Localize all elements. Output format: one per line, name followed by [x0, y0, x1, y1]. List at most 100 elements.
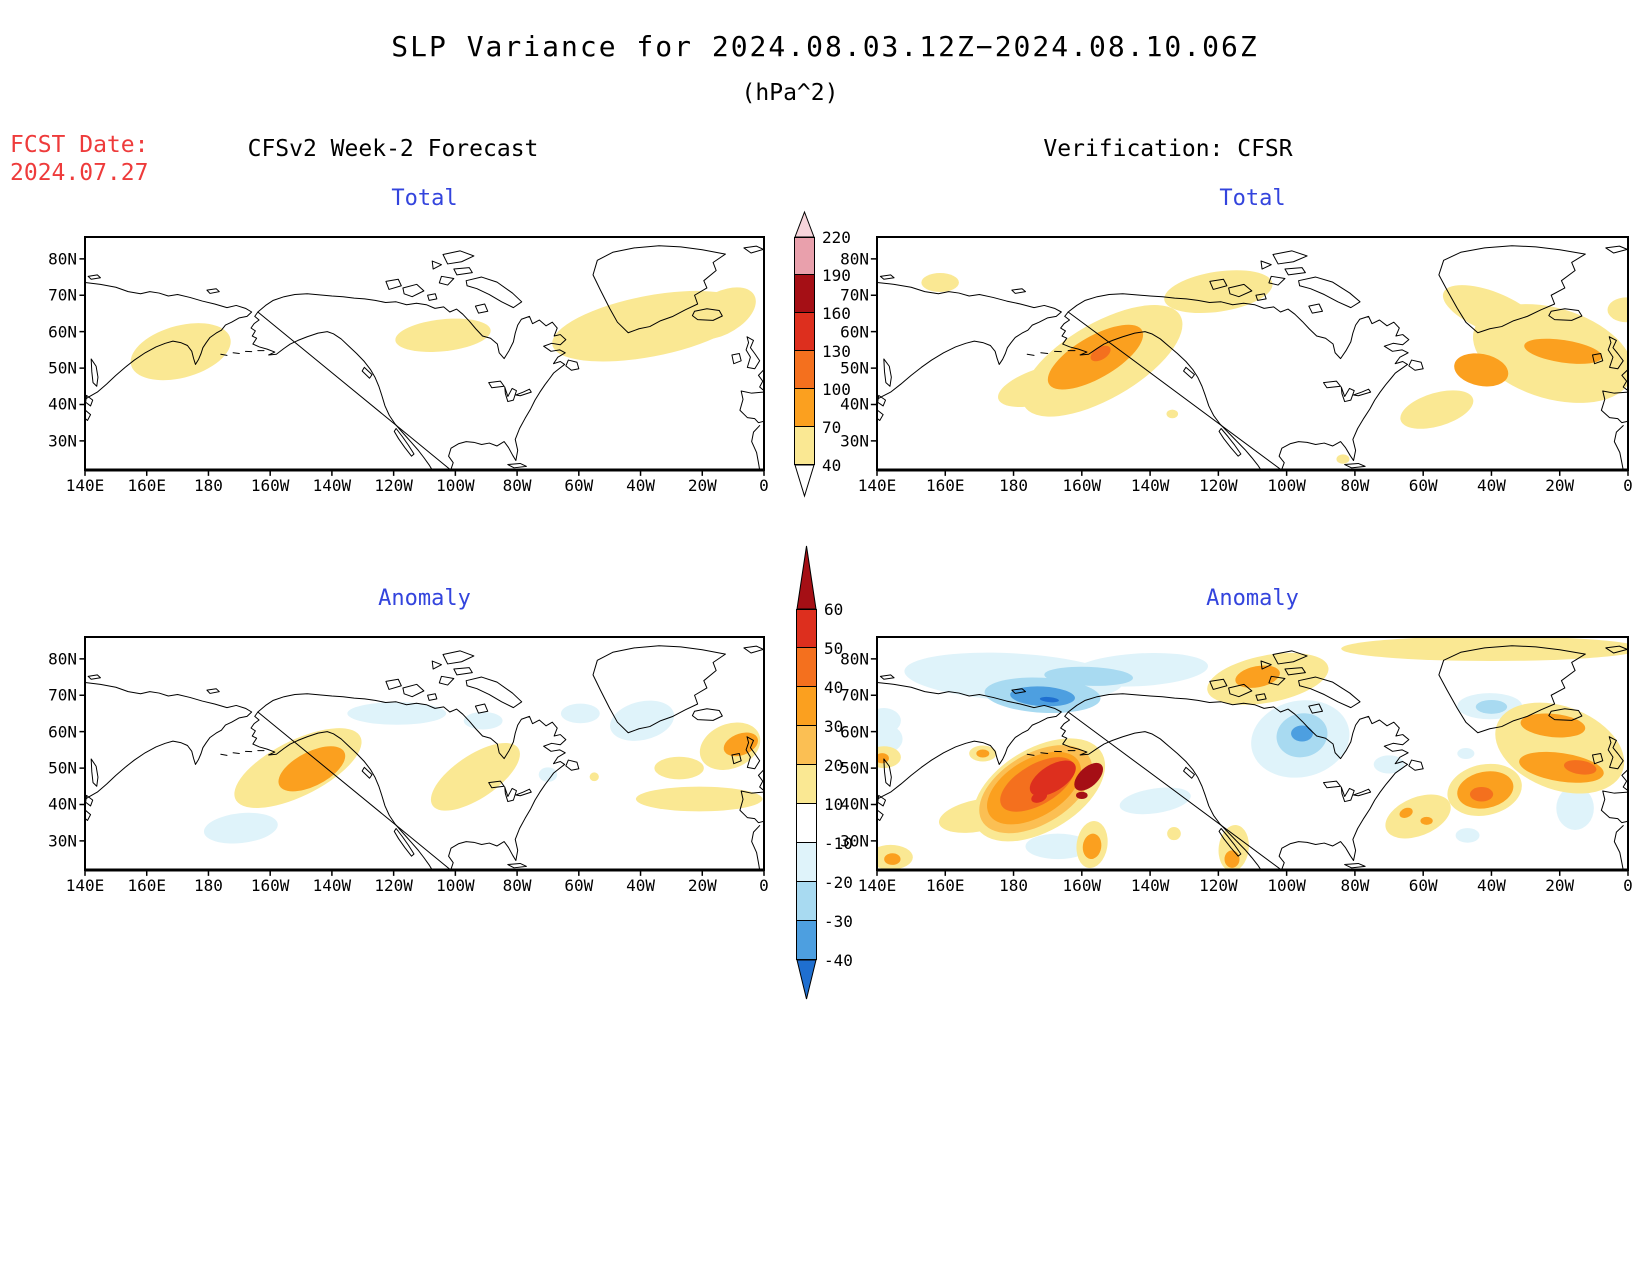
panel-title: Anomaly — [378, 586, 471, 611]
lon-tick-label: 80W — [1340, 876, 1370, 895]
lon-tick-label: 60W — [1408, 476, 1438, 495]
lon-tick-label: 140E — [857, 876, 897, 895]
map-forecast-anomaly — [85, 637, 764, 870]
lon-tick-label: 0 — [759, 476, 769, 495]
panel-forecast-anomaly: Anomaly 140E 160 — [48, 586, 769, 895]
lat-axis: 80N 70N 60N 50N 40N 30N — [823, 237, 877, 470]
colorbar-tick-label: 30 — [824, 717, 844, 736]
lat-axis: 80N 70N 60N 50N 40N 30N — [31, 237, 85, 470]
lat-tick-label: 80N — [48, 249, 77, 269]
colorbar-block — [795, 275, 814, 313]
colorbar-block — [797, 843, 816, 882]
lat-tick-label: 80N — [48, 649, 77, 669]
lon-tick-label: 160W — [1062, 476, 1102, 495]
lat-tick-label: 70N — [840, 285, 869, 305]
panel-verification-anomaly: Anomaly — [840, 586, 1633, 895]
lat-tick-label: 80N — [840, 249, 869, 269]
lat-tick-label: 30N — [48, 431, 77, 451]
colorbar-tick-label: 50 — [824, 639, 844, 658]
colorbar-tick-label: 60 — [824, 600, 844, 619]
colorbar-tick-label: 220 — [822, 228, 851, 247]
lon-axis: 140E 160E 180 160W 140W 120W 100W 80W 60W 40W 20W 0 — [66, 470, 769, 495]
colorbar-block — [797, 921, 816, 960]
lon-tick-label: 160W — [1062, 876, 1102, 895]
map-verification-anomaly — [877, 637, 1628, 870]
colorbar-tick-label: 40 — [824, 678, 844, 697]
lat-tick-label: 60N — [48, 722, 77, 742]
lon-tick-label: 160E — [127, 476, 166, 495]
lon-tick-label: 140W — [1130, 876, 1170, 895]
lon-tick-label: 60W — [1408, 876, 1438, 895]
colorbar-blocks — [796, 609, 817, 960]
colorbar-tick-label: -10 — [824, 834, 853, 853]
colorbar-tick-label: 70 — [822, 418, 842, 437]
colorbar-tick-label: 20 — [824, 756, 844, 775]
lat-tick-label: 40N — [840, 794, 869, 814]
lon-tick-label: 140E — [65, 476, 105, 495]
lon-tick-label: 60W — [564, 876, 594, 895]
lat-tick-label: 50N — [840, 758, 869, 778]
lon-tick-label: 80W — [502, 876, 532, 895]
lon-tick-label: 180 — [999, 476, 1028, 495]
colorbar-block — [797, 609, 816, 648]
colorbar-tick-label: 10 — [824, 795, 844, 814]
lon-tick-label: 140W — [312, 876, 352, 895]
colorbar-block — [795, 313, 814, 351]
lat-tick-label: 60N — [48, 322, 77, 342]
colorbar-block — [795, 351, 814, 389]
lat-axis: 80N 70N 60N 50N 40N 30N — [31, 637, 85, 870]
colorbar-tick-label: 160 — [822, 304, 851, 323]
lat-axis: 80N 70N 60N 50N 40N 30N — [823, 637, 877, 870]
lat-tick-label: 40N — [840, 394, 869, 414]
lon-tick-label: 0 — [759, 876, 769, 895]
colorbar-tip — [796, 545, 817, 610]
lon-tick-label: 160E — [926, 476, 965, 495]
lon-tick-label: 40W — [626, 476, 655, 495]
lat-tick-label: 40N — [48, 794, 77, 814]
lat-tick-label: 40N — [48, 394, 77, 414]
forecast-date-label: FCST Date: — [10, 132, 149, 158]
colorbar-block — [797, 687, 816, 726]
colorbar-tick-label: -40 — [824, 951, 853, 970]
colorbar-block — [795, 427, 814, 465]
lat-tick-label: 70N — [48, 685, 77, 705]
panel-verification-total: Total 140E 160E 1 — [840, 186, 1633, 495]
lon-tick-label: 20W — [1545, 876, 1575, 895]
colorbar-tick-label: 130 — [822, 342, 851, 361]
lat-tick-label: 30N — [840, 431, 869, 451]
lon-tick-label: 140W — [1130, 476, 1170, 495]
lon-tick-label: 40W — [626, 876, 655, 895]
colorbar-blocks — [794, 237, 815, 465]
lat-tick-label: 50N — [840, 358, 869, 378]
lon-tick-label: 160W — [250, 876, 290, 895]
forecast-date-value: 2024.07.27 — [10, 160, 149, 186]
colorbar-block — [795, 389, 814, 427]
colorbar-block — [797, 882, 816, 921]
lon-tick-label: 140E — [857, 476, 897, 495]
lon-tick-label: 160E — [926, 876, 965, 895]
lon-tick-label: 40W — [1477, 876, 1506, 895]
lon-tick-label: 120W — [374, 476, 413, 495]
lon-tick-label: 100W — [1267, 476, 1306, 495]
lon-tick-label: 180 — [194, 876, 223, 895]
panel-title: Anomaly — [1206, 586, 1299, 611]
colorbar-tick-label: -20 — [824, 873, 853, 892]
colorbar-tip — [794, 464, 815, 498]
lon-tick-label: 100W — [436, 876, 475, 895]
total-colorbar: 220 190 160 130 100 70 40 — [794, 210, 864, 531]
shaded-regions — [921, 270, 1628, 464]
lon-tick-label: 140E — [65, 876, 105, 895]
forecast-date: FCST Date: 2024.07.27 — [10, 131, 148, 187]
lon-axis: 140E 160E 180 160W 140W 120W 100W 80W 60W 40W 20W 0 — [66, 870, 769, 895]
lat-tick-label: 60N — [840, 722, 869, 742]
lon-axis: 140E 160E 180 160W 140W 120W 100W 80W 60W 40W 20W 0 — [858, 870, 1633, 895]
page-units: (hPa^2) — [741, 80, 839, 106]
lon-axis: 140E 160E 180 160W 140W 120W 100W 80W 60W 40W 20W 0 — [858, 470, 1633, 495]
colorbar-block — [797, 648, 816, 687]
colorbar-tick-label: 100 — [822, 380, 851, 399]
colorbar-block — [797, 765, 816, 804]
lat-tick-label: 30N — [840, 831, 869, 851]
colorbar-tick-label: 40 — [822, 456, 842, 475]
colorbar-tick-label: 190 — [822, 266, 851, 285]
shaded-regions — [877, 637, 1628, 870]
